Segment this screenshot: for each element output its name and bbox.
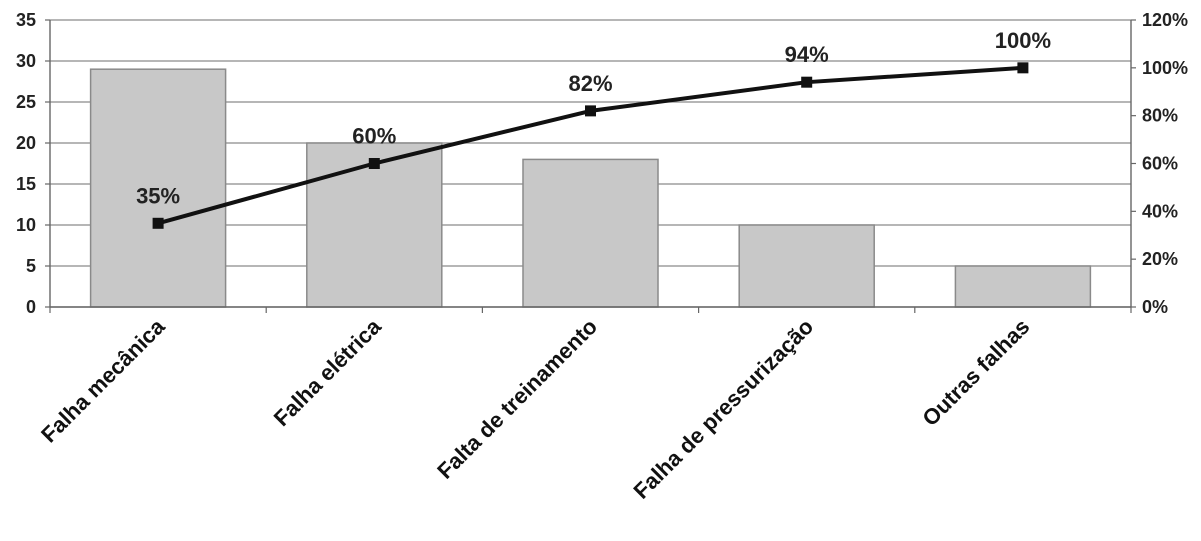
left-axis-tick-label: 25: [16, 92, 36, 112]
left-axis-tick-label: 30: [16, 51, 36, 71]
left-axis-tick-label: 0: [26, 297, 36, 317]
left-axis-tick-label: 35: [16, 10, 36, 30]
line-marker: [585, 105, 596, 117]
category-label: Falta de treinamento: [432, 314, 602, 484]
line-marker: [801, 76, 813, 88]
bar: [738, 224, 875, 308]
line-marker: [368, 158, 380, 169]
category-label: Outras falhas: [917, 314, 1034, 431]
category-label: Falha mecânica: [36, 313, 170, 447]
bar: [89, 68, 227, 308]
left-axis-tick-label: 10: [16, 215, 36, 235]
right-axis-tick-label: 20%: [1142, 249, 1178, 269]
right-axis-tick-label: 120%: [1142, 10, 1188, 30]
cumulative-line-series: [152, 62, 1029, 229]
bar: [306, 142, 443, 308]
data-label: 100%: [995, 28, 1051, 53]
bar-series: [89, 68, 1092, 308]
bar: [954, 265, 1092, 308]
data-label: 82%: [568, 71, 612, 96]
line-marker: [152, 217, 164, 229]
left-axis-tick-label: 5: [26, 256, 36, 276]
category-label: Falha elétrica: [269, 313, 387, 431]
right-axis-tick-label: 40%: [1142, 201, 1178, 221]
right-axis-tick-label: 60%: [1142, 154, 1178, 174]
category-label: Falha de pressurização: [628, 314, 818, 504]
line-marker: [1017, 62, 1029, 74]
left-axis-tick-label: 15: [16, 174, 36, 194]
axes: 0 5 10 15 20 25 30 35 0% 20% 40% 60% 80% 100% 120%: [16, 10, 1188, 317]
right-axis-tick-label: 100%: [1142, 58, 1188, 78]
bar: [522, 158, 659, 308]
right-axis-tick-label: 80%: [1142, 106, 1178, 126]
left-axis-tick-label: 20: [16, 133, 36, 153]
data-label: 94%: [785, 42, 829, 67]
data-label: 60%: [352, 124, 396, 149]
right-axis-tick-label: 0%: [1142, 297, 1168, 317]
data-label: 35%: [136, 183, 180, 208]
